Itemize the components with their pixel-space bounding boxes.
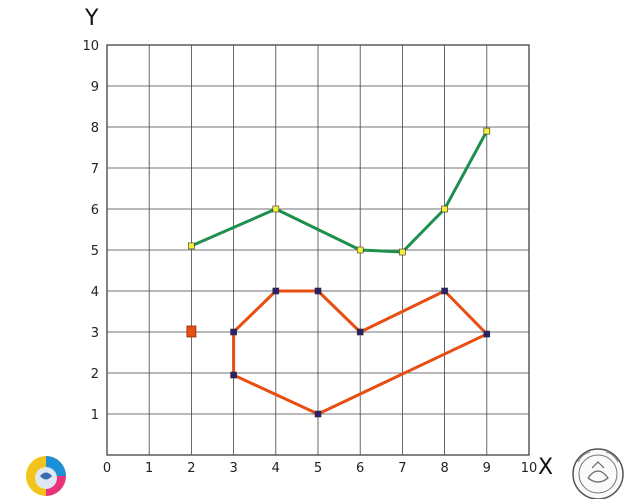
series-2-point — [356, 328, 364, 336]
e-learning-logo-icon — [26, 456, 66, 496]
series-2-point — [441, 287, 448, 295]
x-axis-title: X — [538, 455, 553, 480]
university-seal-icon — [572, 448, 624, 499]
y-tick-label: 5 — [91, 244, 99, 259]
x-tick-label: 3 — [229, 461, 237, 476]
series-2-point — [483, 330, 491, 338]
y-tick-label: 3 — [91, 326, 99, 341]
x-tick-label: 9 — [483, 461, 491, 476]
x-tick-label: 6 — [356, 461, 364, 476]
y-tick-label: 10 — [82, 39, 99, 54]
y-tick-label: 9 — [91, 80, 99, 95]
y-tick-label: 8 — [91, 121, 99, 136]
series-1-point — [188, 242, 195, 250]
y-tick-label: 6 — [91, 203, 99, 218]
y-axis-title: Y — [84, 6, 99, 31]
extra-point-marker — [186, 325, 197, 338]
x-tick-label: 10 — [521, 461, 538, 476]
x-tick-label: 4 — [272, 461, 280, 476]
x-tick-label: 2 — [187, 461, 195, 476]
x-tick-label: 0 — [103, 461, 111, 476]
series-1-point — [399, 248, 406, 256]
x-tick-label: 8 — [440, 461, 448, 476]
series-2-point — [272, 287, 280, 295]
tick-labels: 0 1 2 3 4 5 6 7 8 9 10 1 2 3 4 5 6 7 8 9 10 — [82, 39, 537, 476]
x-tick-label: 1 — [145, 461, 153, 476]
x-tick-label: 5 — [314, 461, 322, 476]
series-1-point — [483, 127, 491, 135]
y-tick-label: 1 — [91, 408, 99, 423]
y-tick-label: 7 — [91, 162, 99, 177]
series-2-point — [314, 410, 322, 418]
series-2-point — [314, 287, 322, 295]
series-2-point — [230, 328, 237, 336]
series-1-point — [272, 205, 280, 213]
series-1-line — [190, 130, 489, 254]
y-tick-label: 4 — [91, 285, 99, 300]
series-1-point — [441, 205, 448, 213]
y-tick-label: 2 — [91, 367, 99, 382]
x-tick-label: 7 — [398, 461, 406, 476]
series-1-point — [356, 246, 364, 254]
series-group — [186, 127, 491, 418]
grid — [106, 44, 530, 456]
series-2-point — [230, 371, 237, 379]
